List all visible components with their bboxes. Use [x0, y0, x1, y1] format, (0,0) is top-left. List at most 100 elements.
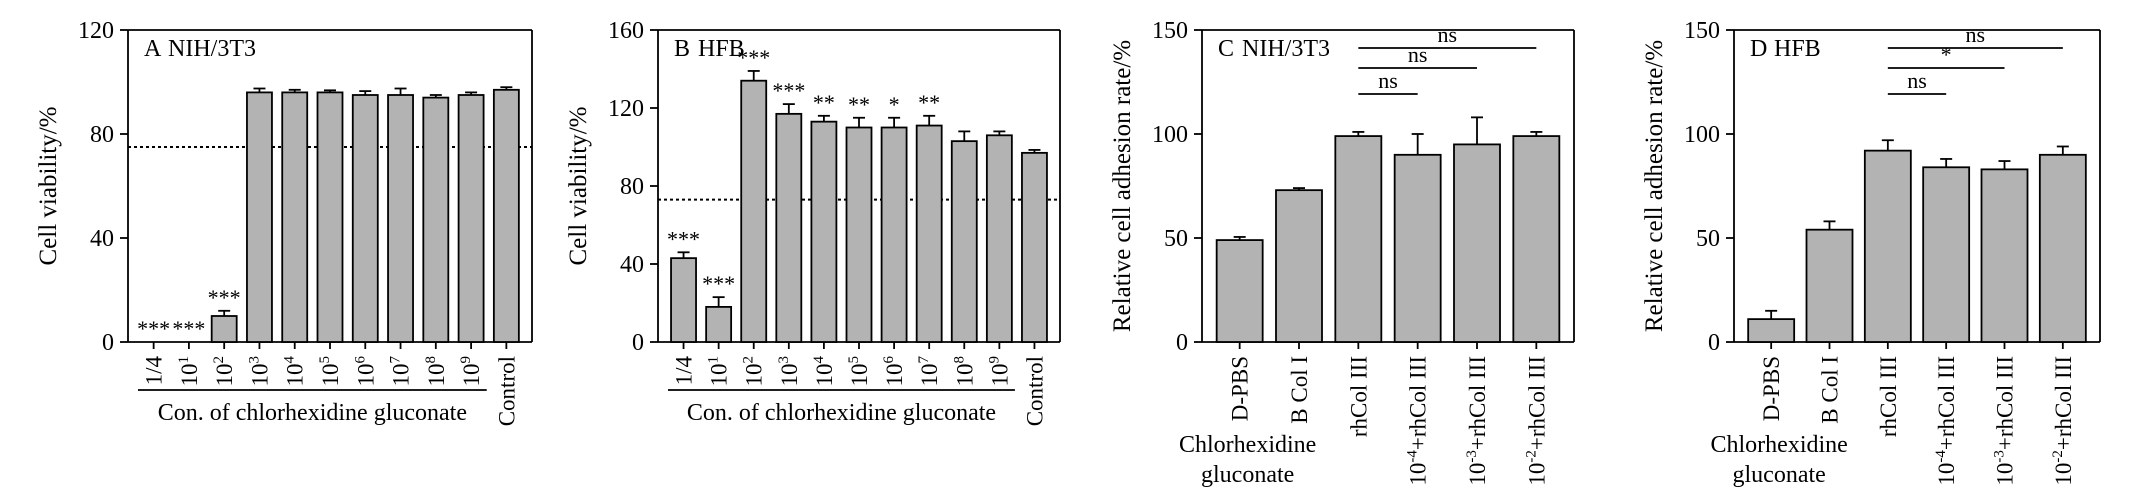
label-exponent: 6: [352, 356, 368, 364]
panel-title: NIH/3T3: [168, 36, 256, 62]
x-tick-label: 102: [741, 356, 767, 387]
x-tick-label: rhCol III: [1346, 356, 1371, 437]
significance-label: **: [813, 90, 835, 115]
label-exponent: 5: [846, 356, 862, 364]
x-tick-label: 107: [916, 356, 942, 387]
x-tick-label: 105: [317, 356, 343, 387]
panel-label: B: [674, 36, 690, 62]
x-axis-label: gluconate: [1733, 462, 1826, 488]
label-exponent: 8: [423, 356, 439, 364]
bar: [1393, 153, 1442, 343]
x-tick-label: D-PBS: [1228, 356, 1253, 421]
chart-panel-c: 0 50 100 150 Relative cell adhesion rate/% C N…: [1109, 18, 1575, 488]
x-tick-label: 104: [811, 356, 837, 387]
x-tick-label: 103: [246, 356, 272, 387]
comparison-label: *: [1941, 42, 1952, 67]
label-base: 10: [389, 364, 414, 387]
x-tick-label: Control: [494, 356, 519, 426]
panel-title: NIH/3T3: [1242, 36, 1330, 62]
label-exponent: 3: [246, 356, 262, 364]
panel-label: A: [144, 36, 162, 62]
y-tick-label: 120: [78, 18, 114, 44]
label-exponent: 8: [951, 356, 967, 364]
y-axis-label: Relative cell adhesion rate/%: [1641, 40, 1668, 332]
label-suffix: +rhCol III: [1934, 356, 1959, 450]
significance-label: **: [918, 90, 940, 115]
bar: [1863, 149, 1912, 343]
y-tick-label: 150: [1152, 18, 1188, 44]
y-tick-label: 0: [102, 330, 114, 356]
label-suffix: +rhCol III: [2051, 356, 2076, 450]
label-base: Control: [1022, 356, 1047, 426]
x-tick-label: 10-2+rhCol III: [2050, 356, 2076, 486]
label-exponent: 2: [211, 356, 227, 364]
x-tick-label: 101: [706, 356, 732, 387]
y-tick-label: 100: [1684, 122, 1720, 148]
y-tick-label: 160: [608, 18, 644, 44]
label-exponent: 9: [458, 356, 474, 364]
y-tick-label: 80: [620, 174, 644, 200]
label-exponent: 3: [776, 356, 792, 364]
label-base: 10: [882, 364, 907, 387]
panel-label: D: [1750, 36, 1767, 62]
label-exponent: -4: [1933, 450, 1949, 463]
bar: [985, 134, 1013, 343]
label-base: 10: [707, 364, 732, 387]
y-axis-label: Relative cell adhesion rate/%: [1109, 40, 1136, 332]
label-exponent: 6: [881, 356, 897, 364]
x-tick-label: 10-4+rhCol III: [1933, 356, 1959, 486]
label-exponent: 1: [706, 356, 722, 364]
comparison-label: ns: [1907, 68, 1927, 93]
significance-label: ***: [667, 226, 700, 251]
bar: [316, 91, 344, 343]
y-tick-label: 150: [1684, 18, 1720, 44]
label-base: 10: [1406, 463, 1431, 486]
bar: [387, 94, 414, 343]
y-tick-label: 40: [90, 226, 114, 252]
label-suffix: +rhCol III: [1993, 356, 2018, 450]
label-base: 10: [459, 364, 484, 387]
x-tick-label: Control: [1022, 356, 1047, 426]
x-tick-label: 105: [846, 356, 872, 387]
bar: [670, 257, 697, 343]
x-tick-label: 109: [458, 356, 484, 387]
group-label: Con. of chlorhexidine gluconate: [158, 400, 467, 426]
comparison-label: ns: [1378, 68, 1398, 93]
label-base: 10: [952, 364, 977, 387]
bar: [351, 94, 379, 343]
label-base: 10: [917, 364, 942, 387]
bar: [1021, 151, 1048, 343]
label-exponent: 9: [986, 356, 1002, 364]
x-tick-label: 10-3+rhCol III: [1992, 356, 2018, 486]
bar: [1922, 166, 1971, 343]
bar: [2038, 153, 2087, 343]
y-tick-label: 120: [608, 96, 644, 122]
label-base: 10: [1993, 463, 2018, 486]
label-base: 10: [1465, 463, 1490, 486]
significance-label: ***: [702, 271, 735, 296]
x-tick-label: 109: [986, 356, 1012, 387]
label-exponent: 1: [176, 356, 192, 364]
y-tick-label: 0: [632, 330, 644, 356]
bar: [950, 140, 978, 343]
chart-panel-d: 0 50 100 150 Relative cell adhesion rate/% D H…: [1641, 18, 2101, 488]
x-tick-label: B Col I: [1818, 356, 1843, 424]
bar: [775, 112, 803, 343]
bar: [1980, 168, 2029, 343]
bar: [281, 91, 309, 343]
label-exponent: -2: [1523, 450, 1539, 463]
label-exponent: 4: [282, 356, 298, 364]
x-axis-label: Chlorhexidine: [1179, 432, 1316, 458]
y-axis-label: Cell viability/%: [565, 106, 592, 265]
x-tick-label: D-PBS: [1759, 356, 1784, 421]
x-tick-label: 10-4+rhCol III: [1405, 356, 1431, 486]
bar: [246, 91, 273, 343]
bar: [210, 315, 238, 343]
label-base: 10: [283, 364, 308, 387]
bar: [915, 124, 943, 343]
y-tick-label: 40: [620, 252, 644, 278]
bar: [880, 126, 908, 343]
x-tick-label: 1/4: [672, 356, 697, 386]
